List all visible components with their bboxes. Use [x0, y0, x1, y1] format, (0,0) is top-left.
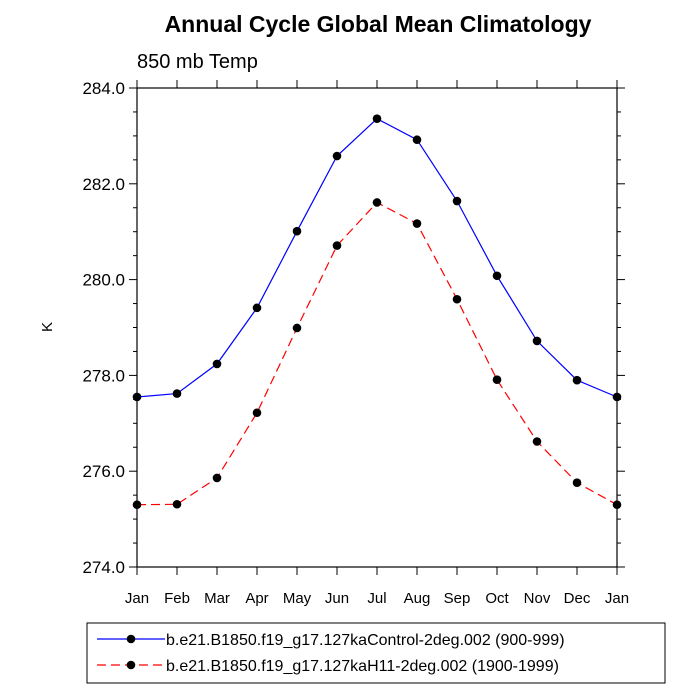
series-2-point [212, 473, 222, 483]
x-tick-label: Aug [404, 590, 431, 607]
series-2-point [292, 323, 302, 333]
x-tick-label: Jun [325, 590, 349, 607]
series-2-point [372, 198, 382, 207]
series-2-point [412, 219, 422, 228]
legend-marker-2 [126, 660, 136, 670]
x-tick-label: Dec [564, 590, 591, 607]
axis-ticks [129, 80, 625, 575]
y-tick-labels: 274.0 276.0 278.0 280.0 282.0 284.0 [82, 79, 125, 577]
series-1-point [172, 389, 182, 398]
series-1-point [252, 303, 262, 313]
y-tick-label: 276.0 [82, 462, 125, 481]
legend-label-2: b.e21.B1850.f19_g17.127kaH11-2deg.002 (1… [166, 658, 559, 675]
x-tick-label: Jul [367, 590, 386, 607]
y-tick-label: 280.0 [82, 271, 125, 290]
series-1-point [372, 114, 382, 123]
series-line-1 [136, 117, 618, 398]
plot-frame [136, 87, 618, 568]
series-1-point [412, 135, 422, 145]
series-1-point [212, 359, 222, 369]
x-tick-label: Oct [485, 590, 509, 607]
y-tick-label: 284.0 [82, 79, 125, 98]
series-1-point [492, 271, 502, 281]
x-tick-label: Nov [524, 590, 551, 607]
x-tick-label: Mar [204, 590, 230, 607]
x-tick-label: Sep [444, 590, 471, 607]
x-tick-label: Feb [164, 590, 190, 607]
legend-box [86, 622, 666, 684]
series-2-point [332, 241, 342, 250]
x-tick-label: May [283, 590, 312, 607]
series-2-point [532, 437, 542, 446]
series-1-point [532, 336, 542, 346]
series-2-point [572, 478, 582, 487]
series-line-2 [136, 201, 618, 506]
y-tick-label: 282.0 [82, 175, 125, 194]
y-tick-label: 274.0 [82, 558, 125, 577]
series-1-point [332, 151, 342, 161]
series-1-point [292, 226, 302, 236]
chart-title: Annual Cycle Global Mean Climatology [165, 11, 592, 37]
series-1-point [452, 196, 462, 206]
series-2-point [172, 499, 182, 509]
legend-label-1: b.e21.B1850.f19_g17.127kaControl-2deg.00… [166, 632, 565, 649]
legend-marker-1 [126, 634, 136, 644]
x-tick-label: Jan [605, 590, 629, 607]
x-tick-labels: Jan Feb Mar Apr May Jun Jul Aug Sep Oct Nov Dec Jan [125, 590, 629, 607]
legend: b.e21.B1850.f19_g17.127kaControl-2deg.00… [86, 622, 666, 684]
chart-subtitle: 850 mb Temp [137, 51, 258, 73]
series-1-point [572, 375, 582, 385]
series-2-point [252, 408, 262, 418]
x-tick-label: Jan [125, 590, 149, 607]
y-axis-label: K [39, 322, 56, 332]
series-group [132, 114, 622, 510]
series-2-point [452, 294, 462, 304]
series-2-point [492, 375, 502, 385]
x-tick-label: Apr [245, 590, 268, 607]
y-tick-label: 278.0 [82, 366, 125, 385]
